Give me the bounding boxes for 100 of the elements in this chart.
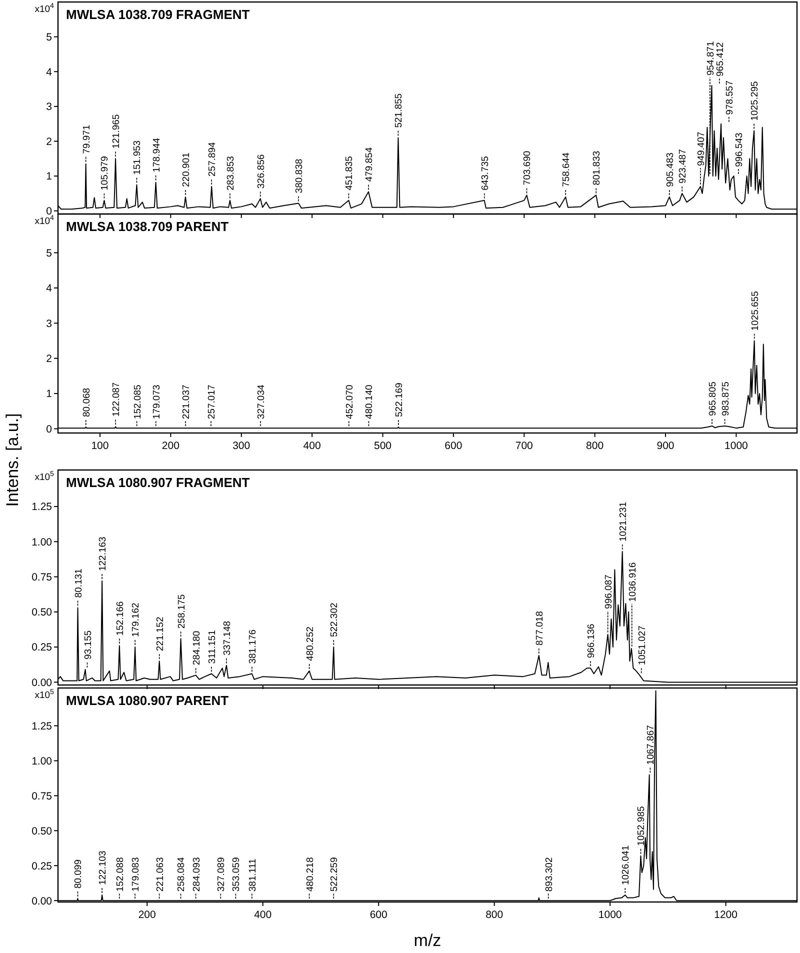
annotation: 220.901 [180,152,192,187]
annotation: 978.557 [724,80,736,115]
annotation: 122.103 [98,850,109,886]
annotation: 353.059 [231,857,242,892]
annotation: 983.875 [720,382,732,416]
annotation: 258.084 [176,857,188,892]
annotation: 381.111 [247,858,258,892]
annotation: 381.176 [247,629,258,664]
annotation: 996.543 [734,132,745,168]
annotation: 703.690 [522,150,534,186]
annotation: 965.412 [714,42,726,77]
annotation: 966.136 [586,624,597,658]
annotation: 522.169 [394,382,405,418]
annotation: 521.855 [394,93,405,128]
annotation: 1036.916 [627,562,638,602]
y-tick-label: 0.75 [32,790,52,802]
y-tick-label: 0.00 [32,895,52,908]
annotation: 80.131 [73,568,84,598]
chart-title: MWLSA 1080.907 FRAGMENT [66,475,250,490]
annotation: 452.070 [344,384,356,420]
y-tick-label: 2 [46,136,52,148]
y-tick-label: 4 [46,282,52,295]
annotation: 923.487 [678,149,689,184]
y-axis-title: Intens. [a.u.] [3,413,22,507]
annotation: 877.018 [534,611,546,646]
y-tick-label: 5 [46,247,52,260]
annotation: 179.162 [130,602,142,638]
annotation: 152.088 [114,857,126,892]
annotation: 283.853 [225,156,236,190]
annotation: 479.854 [364,147,376,182]
annotation: 949.407 [696,132,707,166]
x-tick-label: 300 [232,440,250,452]
x-tick-label: 1200 [714,909,738,921]
annotation: 311.151 [206,630,218,664]
annotation: 893.302 [544,857,555,892]
annotation: 1021.231 [618,502,629,542]
annotation: 122.163 [98,536,109,572]
y-tick-label: 5 [46,31,52,44]
annotation: 257.894 [207,142,218,176]
annotation: 327.034 [256,384,267,420]
annotation: 221.063 [154,857,166,892]
x-tick-label: 400 [303,440,321,452]
annotation: 284.180 [191,630,202,666]
annotation: 152.166 [114,601,126,636]
annotation: 80.068 [81,388,92,418]
annotation: 80.099 [73,859,84,889]
y-tick-label: 0.75 [32,571,52,584]
annotation: 1051.027 [636,626,648,666]
annotation: 79.971 [81,124,92,154]
annotation: 151.953 [132,140,144,175]
x-tick-label: 200 [138,909,156,921]
chart-title: MWLSA 1038.709 PARENT [66,219,229,234]
x-tick-label: 900 [656,440,674,452]
annotation: 1052.985 [636,806,648,846]
x-tick-label: 800 [586,440,604,452]
y-tick-label: 0.00 [32,676,52,689]
annotation: 221.152 [154,616,166,652]
x-tick-label: 1000 [724,440,748,452]
chart-title: MWLSA 1038.709 FRAGMENT [66,7,250,22]
x-tick-label: 600 [444,440,462,452]
y-tick-label: 1 [46,388,52,400]
x-tick-label: 1000 [598,909,622,921]
annotation: 1067.867 [646,725,657,765]
y-tick-label: 0.25 [32,642,52,654]
annotation: 179.073 [151,384,162,420]
x-axis-title: m/z [414,931,442,950]
text: x10$^{4}$ [34,2,54,15]
annotation: 451.835 [344,156,356,190]
x-tick-label: 400 [254,909,272,921]
annotation: 643.735 [480,156,491,190]
y-tick-label: 1.00 [32,755,52,768]
x-tick-label: 100 [91,440,109,452]
y-tick-label: 1.25 [32,720,52,732]
y-tick-label: 3 [46,101,52,114]
chart-title: MWLSA 1080.907 PARENT [66,693,229,708]
annotation: 480.140 [364,384,376,420]
y-tick-label: 1.25 [32,501,52,514]
annotation: 480.252 [304,626,316,661]
x-tick-label: 200 [162,440,180,452]
text: x10$^{5}$ [34,470,54,483]
x-tick-label: 500 [374,440,392,452]
text: x10$^{5}$ [34,688,54,701]
x-tick-label: 800 [486,909,504,921]
annotation: 758.644 [561,152,572,187]
y-tick-label: 3 [46,318,52,330]
annotation: 380.838 [294,158,306,194]
annotation: 105.979 [100,156,111,190]
x-tick-label: 600 [370,909,388,921]
annotation: 327.089 [216,857,228,892]
annotation: 221.037 [181,384,192,420]
annotation: 1025.295 [750,81,761,121]
y-tick-label: 1.00 [32,536,52,548]
annotation: 326.856 [256,154,267,189]
annotation: 480.218 [304,857,316,892]
annotation: 905.483 [664,152,676,187]
annotation: 954.871 [705,41,716,76]
annotation: 337.148 [222,620,233,656]
annotation: 257.017 [206,384,218,420]
x-tick-label: 700 [515,440,534,452]
annotation: 179.083 [130,857,142,892]
